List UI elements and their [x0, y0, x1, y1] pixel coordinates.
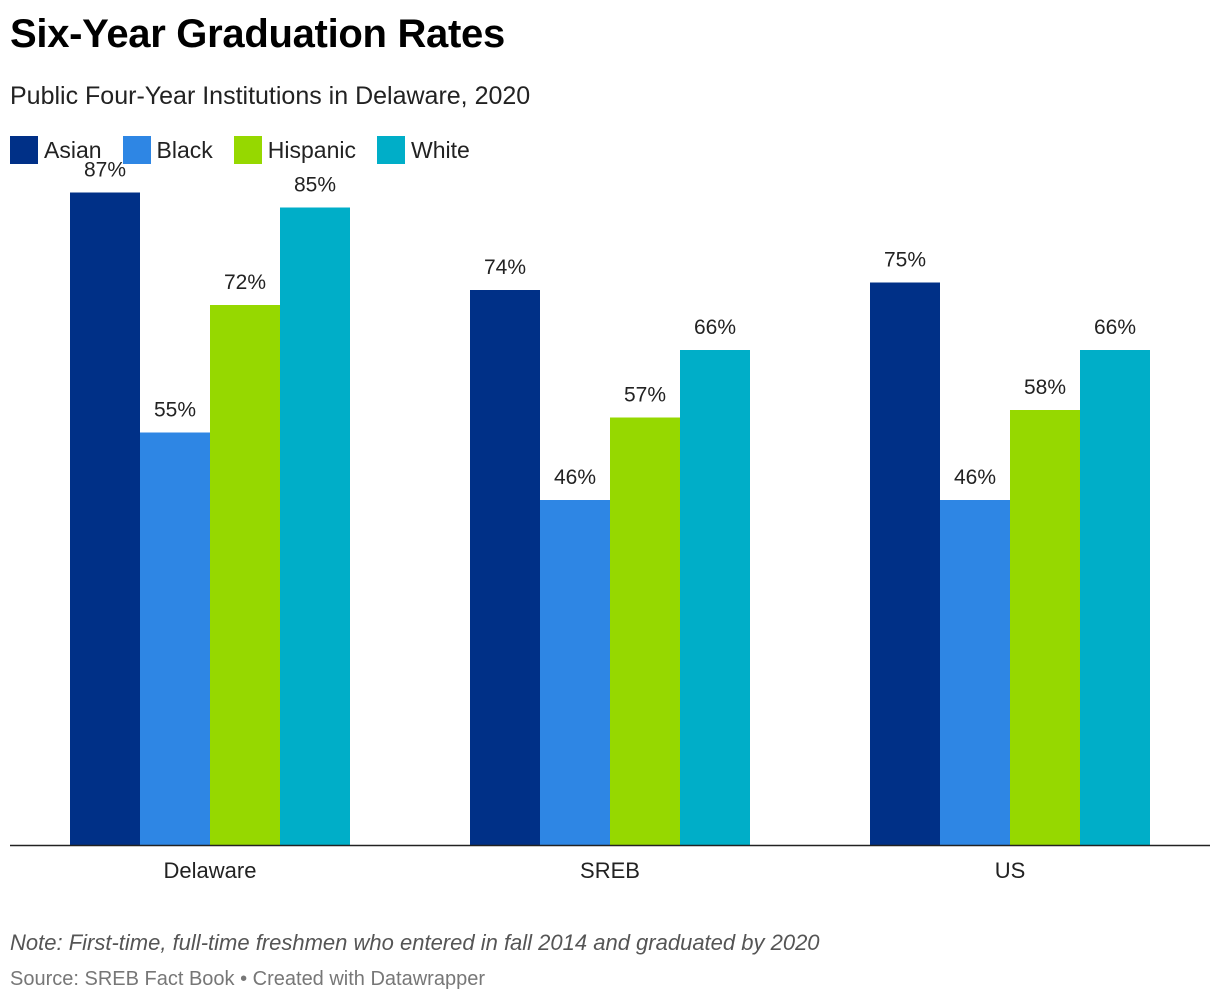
bar-delaware-black	[140, 432, 210, 845]
x-tick-label-delaware: Delaware	[164, 858, 257, 883]
bar-sreb-hispanic	[610, 417, 680, 845]
legend-label-black: Black	[156, 136, 213, 163]
data-label-sreb-white: 66%	[694, 316, 736, 339]
legend-item-asian: Asian	[10, 136, 102, 164]
bar-delaware-hispanic	[210, 305, 280, 845]
x-tick-label-sreb: SREB	[580, 858, 640, 883]
data-label-delaware-hispanic: 72%	[224, 271, 266, 294]
bar-sreb-white	[680, 350, 750, 845]
data-label-delaware-black: 55%	[154, 399, 196, 422]
chart-source: Source: SREB Fact Book • Created with Da…	[10, 968, 485, 990]
bar-sreb-black	[540, 500, 610, 845]
legend-swatch-black	[122, 136, 151, 164]
legend-item-black: Black	[122, 136, 213, 164]
x-tick-label-us: US	[995, 858, 1026, 883]
data-label-sreb-hispanic: 57%	[624, 384, 666, 407]
legend-label-hispanic: Hispanic	[267, 136, 357, 163]
chart-legend: Asian Black Hispanic White	[10, 136, 491, 164]
data-label-us-white: 66%	[1094, 316, 1136, 339]
data-label-us-black: 46%	[954, 466, 996, 489]
data-label-delaware-white: 85%	[294, 174, 336, 197]
legend-item-hispanic: Hispanic	[233, 136, 357, 164]
data-label-sreb-black: 46%	[554, 466, 596, 489]
legend-swatch-white	[377, 136, 406, 164]
legend-label-asian: Asian	[44, 136, 102, 163]
chart-note: Note: First-time, full-time freshmen who…	[10, 930, 820, 955]
bar-us-black	[940, 500, 1010, 845]
data-label-us-hispanic: 58%	[1024, 376, 1066, 399]
legend-item-white: White	[377, 136, 470, 164]
data-label-us-asian: 75%	[884, 249, 926, 272]
bar-delaware-asian	[70, 192, 140, 845]
bar-us-asian	[870, 282, 940, 845]
bar-us-white	[1080, 350, 1150, 845]
bar-sreb-asian	[470, 290, 540, 845]
legend-label-white: White	[411, 136, 470, 163]
data-label-sreb-asian: 74%	[484, 256, 526, 279]
bar-delaware-white	[280, 207, 350, 845]
chart-subtitle: Public Four-Year Institutions in Delawar…	[10, 82, 531, 110]
legend-swatch-hispanic	[233, 136, 262, 164]
data-label-delaware-asian: 87%	[84, 159, 126, 182]
bar-us-hispanic	[1010, 410, 1080, 845]
legend-swatch-asian	[10, 136, 38, 164]
chart-title: Six-Year Graduation Rates	[10, 12, 505, 56]
